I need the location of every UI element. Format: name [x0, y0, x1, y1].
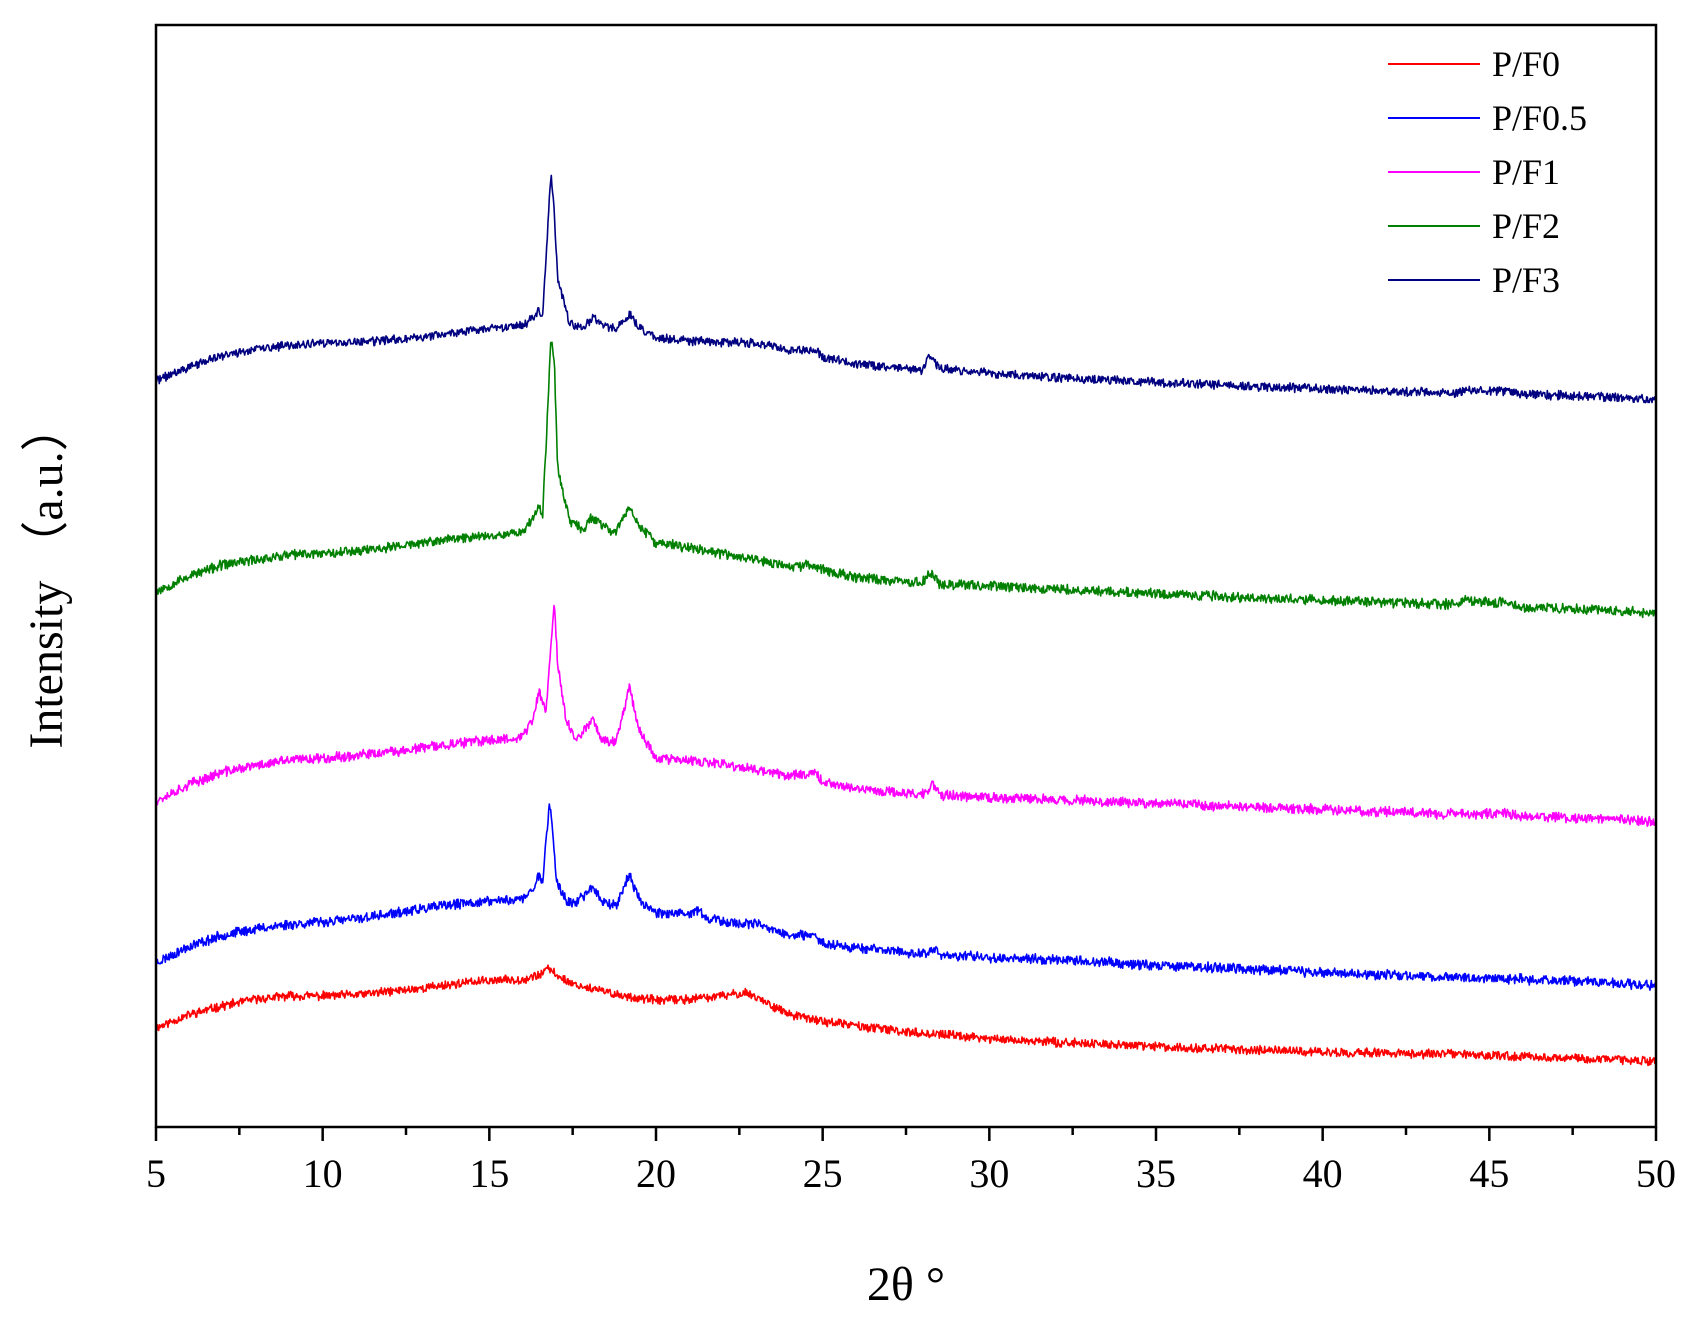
series-line-p-f0 [155, 964, 1657, 1067]
series-line-p-f3 [155, 174, 1657, 404]
x-axis-ticks [154, 1127, 1658, 1141]
x-tick-label: 20 [636, 1151, 676, 1196]
series-line-p-f1 [155, 604, 1657, 827]
x-tick-label: 5 [146, 1151, 166, 1196]
x-tick-label: 35 [1136, 1151, 1176, 1196]
x-tick-label: 30 [969, 1151, 1009, 1196]
x-tick-label: 45 [1469, 1151, 1509, 1196]
x-tick-label: 40 [1303, 1151, 1343, 1196]
legend: P/F0 P/F0.5 P/F1 P/F2 P/F3 [1388, 44, 1587, 300]
plot-frame [154, 23, 1658, 1129]
plot-area [155, 174, 1657, 1067]
legend-label: P/F0 [1492, 44, 1560, 84]
legend-label: P/F0.5 [1492, 98, 1587, 138]
series-line-p-f0-5 [155, 803, 1657, 991]
legend-label: P/F1 [1492, 152, 1560, 192]
x-tick-label: 50 [1636, 1151, 1676, 1196]
legend-label: P/F2 [1492, 206, 1560, 246]
x-axis-title: 2θ ° [867, 1258, 945, 1311]
y-axis-title: Intensity （a.u.） [20, 403, 73, 748]
x-tick-label: 10 [303, 1151, 343, 1196]
x-axis-tick-labels: 5 10 15 20 25 30 35 40 45 50 [146, 1151, 1676, 1196]
x-tick-label: 25 [803, 1151, 843, 1196]
legend-label: P/F3 [1492, 260, 1560, 300]
x-tick-label: 15 [469, 1151, 509, 1196]
series-line-p-f2 [155, 341, 1657, 619]
